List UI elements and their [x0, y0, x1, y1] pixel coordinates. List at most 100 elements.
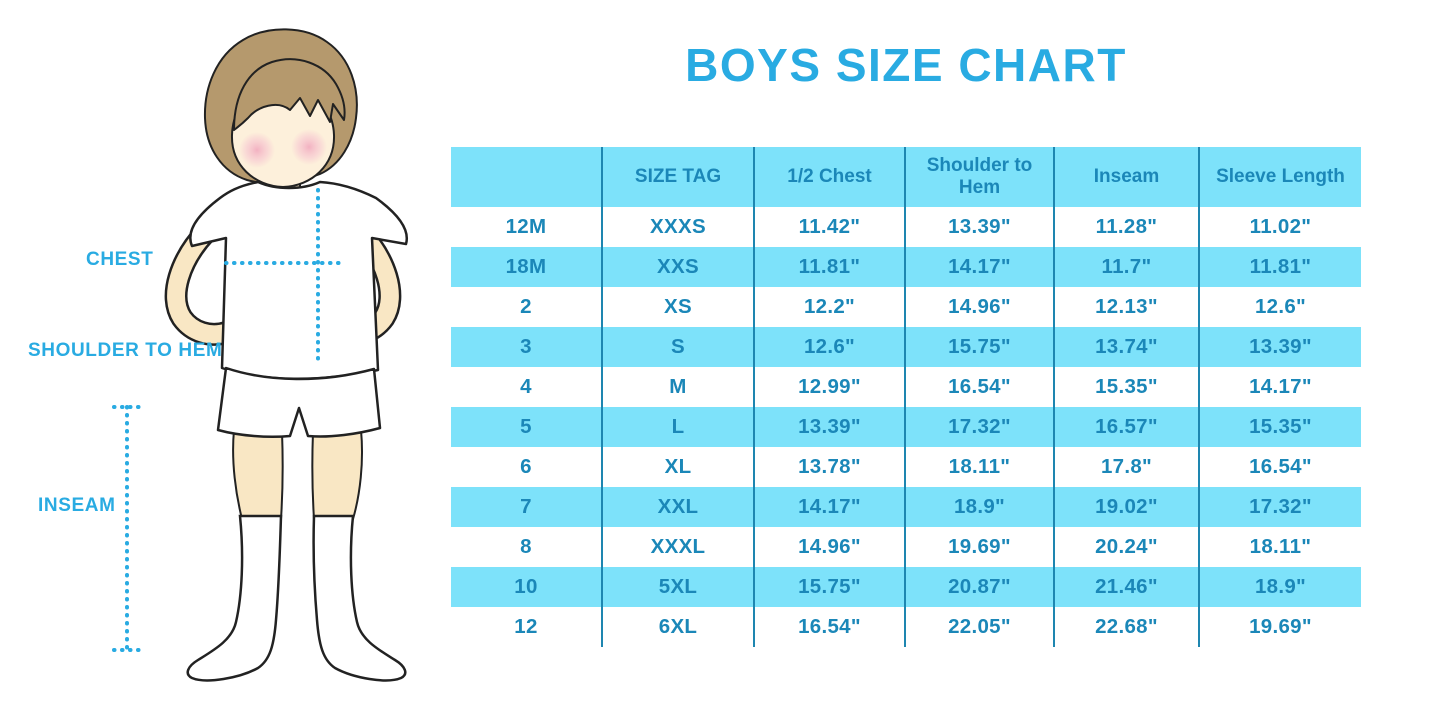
table-cell: 10: [451, 567, 602, 607]
table-cell: 19.69": [1198, 607, 1361, 647]
table-row: 7 XXL 14.17" 18.9" 19.02" 17.32": [451, 487, 1361, 527]
table-row: 2 XS 12.2" 14.96" 12.13" 12.6": [451, 287, 1361, 327]
table-cell: XXS: [601, 247, 754, 287]
table-cell: 6: [520, 455, 532, 478]
table-cell: 12.2": [753, 287, 905, 327]
table-cell: 15.75": [753, 567, 905, 607]
table-body: 12M XXXS 11.42" 13.39" 11.28" 11.02" 18M XXS 11.…: [451, 207, 1361, 647]
table-header-row: SIZE TAG 1/2 Chest Shoulder to Hem Inseam Sl…: [451, 147, 1361, 207]
header-cell: 1/2 Chest: [753, 147, 905, 207]
table-cell: M: [601, 367, 754, 407]
table-row: 18M XXS 11.81" 14.17" 11.7" 11.81": [451, 247, 1361, 287]
chest-label: CHEST: [86, 249, 154, 270]
table-cell: 14.96": [904, 287, 1054, 327]
inseam-label: INSEAM: [38, 495, 116, 516]
table-cell: 12M: [505, 215, 547, 238]
table-row: 5 L 13.39" 17.32" 16.57" 15.35": [451, 407, 1361, 447]
table-cell: L: [601, 407, 754, 447]
header-cell: Sleeve Length: [1198, 147, 1361, 207]
table-cell: 18.9": [1198, 567, 1361, 607]
table-cell: 11.02": [1198, 207, 1361, 247]
table-cell: 11.42": [753, 207, 905, 247]
socks: [186, 514, 407, 682]
table-cell: 20.87": [904, 567, 1054, 607]
table-row: 3 S 12.6" 15.75" 13.74" 13.39": [451, 327, 1361, 367]
table-cell: 15.35": [1053, 367, 1199, 407]
table-cell: 12.6": [1198, 287, 1361, 327]
table-cell: 17.32": [904, 407, 1054, 447]
table-cell: 13.78": [753, 447, 905, 487]
table-cell: XXL: [601, 487, 754, 527]
table-cell: XL: [601, 447, 754, 487]
table-cell: 16.54": [904, 367, 1054, 407]
table-cell: 11.7": [1053, 247, 1199, 287]
table-cell: 11.81": [1198, 247, 1361, 287]
t-shirt: [189, 180, 409, 381]
table-cell: XXXL: [601, 527, 754, 567]
boy-illustration: [112, 28, 409, 682]
table-row: 6 XL 13.78" 18.11" 17.8" 16.54": [451, 447, 1361, 487]
table-cell: XXXS: [601, 207, 754, 247]
legs: [232, 428, 363, 520]
table-cell: 21.46": [1053, 567, 1199, 607]
header-cell: Inseam: [1053, 147, 1199, 207]
shoulder-to-hem-label: SHOULDER TO HEM: [28, 340, 223, 361]
table-cell: 19.02": [1053, 487, 1199, 527]
table-header: SIZE TAG 1/2 Chest Shoulder to Hem Inseam Sl…: [451, 147, 1361, 207]
table-cell: 12.99": [753, 367, 905, 407]
table-cell: 18.9": [904, 487, 1054, 527]
table-cell: 19.69": [904, 527, 1054, 567]
table-cell: 20.24": [1053, 527, 1199, 567]
table-cell: 18.11": [904, 447, 1054, 487]
table-cell: 18M: [451, 247, 602, 287]
table-cell: 16.54": [753, 607, 905, 647]
table-cell: 22.68": [1053, 607, 1199, 647]
table-cell: 16.54": [1198, 447, 1361, 487]
table-cell: 12.13": [1053, 287, 1199, 327]
table-cell: 6XL: [601, 607, 754, 647]
table-cell: 13.39": [1198, 327, 1361, 367]
table-cell: 16.57": [1053, 407, 1199, 447]
header-cell: Shoulder to Hem: [904, 147, 1054, 207]
table-cell: S: [601, 327, 754, 367]
table-cell: 14.17": [1198, 367, 1361, 407]
table-row: 12M XXXS 11.42" 13.39" 11.28" 11.02": [451, 207, 1361, 247]
table-cell: 4: [520, 375, 532, 398]
table-cell: XS: [601, 287, 754, 327]
table-cell: 18.11": [1198, 527, 1361, 567]
table-cell: 11.28": [1053, 207, 1199, 247]
table-cell: 14.17": [753, 487, 905, 527]
table-cell: 7: [451, 487, 602, 527]
table-cell: 8: [520, 535, 532, 558]
cheek-left: [239, 132, 275, 168]
size-table: SIZE TAG 1/2 Chest Shoulder to Hem Inseam Sl…: [451, 147, 1361, 647]
table-cell: 15.75": [904, 327, 1054, 367]
table-cell: 5: [451, 407, 602, 447]
cheek-right: [291, 129, 327, 165]
table-cell: 2: [520, 295, 532, 318]
table-cell: 11.81": [753, 247, 905, 287]
table-cell: 15.35": [1198, 407, 1361, 447]
table-cell: 13.74": [1053, 327, 1199, 367]
header-cell: SIZE TAG: [601, 147, 754, 207]
hair-fringe: [233, 58, 346, 131]
table-cell: 13.39": [904, 207, 1054, 247]
table-cell: 14.17": [904, 247, 1054, 287]
table-cell: 17.32": [1198, 487, 1361, 527]
table-row: 8 XXXL 14.96" 19.69" 20.24" 18.11": [451, 527, 1361, 567]
table-cell: 14.96": [753, 527, 905, 567]
size-table-container: SIZE TAG 1/2 Chest Shoulder to Hem Inseam Sl…: [451, 147, 1361, 647]
table-cell: 12: [514, 615, 538, 638]
table-row: 10 5XL 15.75" 20.87" 21.46" 18.9": [451, 567, 1361, 607]
table-cell: 17.8": [1053, 447, 1199, 487]
table-row: 12 6XL 16.54" 22.05" 22.68" 19.69": [451, 607, 1361, 647]
table-cell: 3: [451, 327, 602, 367]
table-cell: 5XL: [601, 567, 754, 607]
table-cell: 22.05": [904, 607, 1054, 647]
shorts: [216, 366, 382, 438]
table-cell: 13.39": [753, 407, 905, 447]
page-title: BOYS SIZE CHART: [685, 39, 1127, 91]
table-cell: 12.6": [753, 327, 905, 367]
table-row: 4 M 12.99" 16.54" 15.35" 14.17": [451, 367, 1361, 407]
